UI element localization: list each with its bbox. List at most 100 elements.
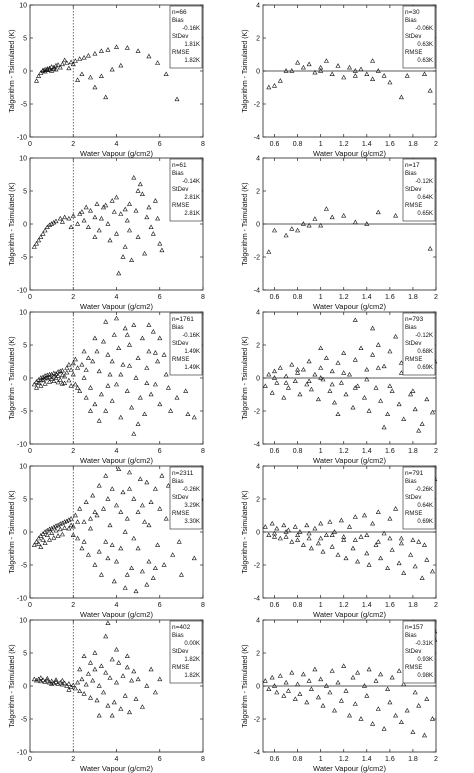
data-point <box>148 499 154 504</box>
data-point <box>387 515 393 521</box>
stats-box <box>402 466 436 530</box>
data-point <box>40 231 46 236</box>
stats-rmse-value: 1.49K <box>184 365 200 371</box>
data-point <box>381 363 387 369</box>
y-axis-label: Talgorithm - Tsimulated (K) <box>242 182 249 265</box>
data-point <box>113 646 120 652</box>
data-point <box>312 371 318 377</box>
data-point <box>100 338 107 344</box>
stats-stdev-value: 0.93K <box>417 657 433 663</box>
data-point <box>70 360 76 366</box>
stats-stdev-value: 3.29K <box>184 503 200 509</box>
y-tick-label: 5 <box>23 651 27 658</box>
data-point <box>297 391 303 397</box>
data-point <box>341 534 347 539</box>
data-point <box>157 676 163 682</box>
stats-bias-label: Bias <box>405 325 417 331</box>
data-point <box>300 542 306 547</box>
data-point <box>393 712 399 718</box>
data-point <box>46 65 53 71</box>
stats-bias-label: Bias <box>405 18 417 24</box>
data-point <box>148 391 154 397</box>
data-point <box>46 679 53 685</box>
data-point <box>341 74 347 80</box>
x-axis-label: Water Vapour (g/cm2) <box>80 610 153 619</box>
data-point <box>70 371 76 377</box>
data-point <box>113 502 120 508</box>
y-axis-label: Talgorithm - Tsimulated (K) <box>9 336 16 419</box>
data-point <box>44 675 50 681</box>
x-tick-label: 4 <box>115 602 119 609</box>
stats-n: n=793 <box>405 316 424 323</box>
data-point <box>96 482 102 488</box>
data-point <box>331 707 338 713</box>
data-point <box>44 532 50 537</box>
stats-stdev-label: StDev <box>405 649 421 655</box>
data-point <box>42 227 48 233</box>
data-point <box>346 712 353 718</box>
data-point <box>51 680 57 686</box>
y-tick-label: 2 <box>256 36 260 43</box>
x-tick-label: 0.6 <box>270 141 280 148</box>
data-point <box>103 202 109 208</box>
stats-bias-label: Bias <box>172 18 184 24</box>
data-point <box>277 673 283 678</box>
data-point <box>306 530 312 536</box>
data-point <box>266 84 272 90</box>
data-point <box>142 411 148 416</box>
data-point <box>126 469 133 475</box>
data-point <box>40 374 46 379</box>
x-tick-label: 1 <box>319 141 323 148</box>
data-point <box>109 712 115 718</box>
data-point <box>152 689 158 695</box>
x-tick-label: 2 <box>434 602 438 609</box>
data-point <box>327 519 333 524</box>
data-point <box>68 515 74 521</box>
x-tick-label: 0.8 <box>293 602 303 609</box>
y-axis-label: Talgorithm - Tsimulated (K) <box>9 490 16 573</box>
stats-rmse-value: 1.82K <box>184 58 200 64</box>
data-point <box>144 581 150 587</box>
data-point <box>90 358 96 364</box>
data-point <box>131 322 137 327</box>
data-point <box>373 542 379 547</box>
data-point <box>122 529 128 534</box>
data-point <box>410 729 416 734</box>
data-point <box>68 224 74 229</box>
stats-bias-label: Bias <box>172 171 184 177</box>
stats-rmse-value: 1.82K <box>184 673 200 679</box>
x-tick-label: 0.8 <box>293 294 303 301</box>
stats-bias-label: Bias <box>172 633 184 639</box>
data-point <box>109 486 115 491</box>
data-point <box>77 666 83 672</box>
data-point <box>329 543 335 549</box>
y-tick-label: -5 <box>21 563 27 570</box>
data-point <box>62 57 68 63</box>
stats-box <box>169 158 203 222</box>
data-point <box>281 693 287 698</box>
data-point <box>51 373 57 379</box>
data-point <box>87 385 94 390</box>
x-tick-label: 0 <box>28 602 32 609</box>
x-tick-label: 6 <box>158 602 162 609</box>
stats-rmse-label: RMSE <box>172 50 189 56</box>
x-tick-label: 1.2 <box>339 602 349 609</box>
data-point <box>116 270 122 276</box>
data-point <box>295 227 301 233</box>
x-axis-label: Water Vapour (g/cm2) <box>80 149 153 158</box>
stats-stdev-value: 0.63K <box>417 42 433 48</box>
data-point <box>152 381 158 387</box>
data-point <box>137 476 143 481</box>
data-point <box>375 365 381 370</box>
data-point <box>77 56 83 61</box>
data-point <box>129 257 135 262</box>
data-point <box>364 532 370 537</box>
data-point <box>271 534 278 539</box>
data-point <box>70 532 76 537</box>
y-tick-label: 5 <box>23 343 27 350</box>
data-point <box>42 529 48 534</box>
data-point <box>142 250 148 256</box>
data-point <box>352 219 358 225</box>
data-point <box>375 539 381 544</box>
data-point <box>401 681 407 687</box>
